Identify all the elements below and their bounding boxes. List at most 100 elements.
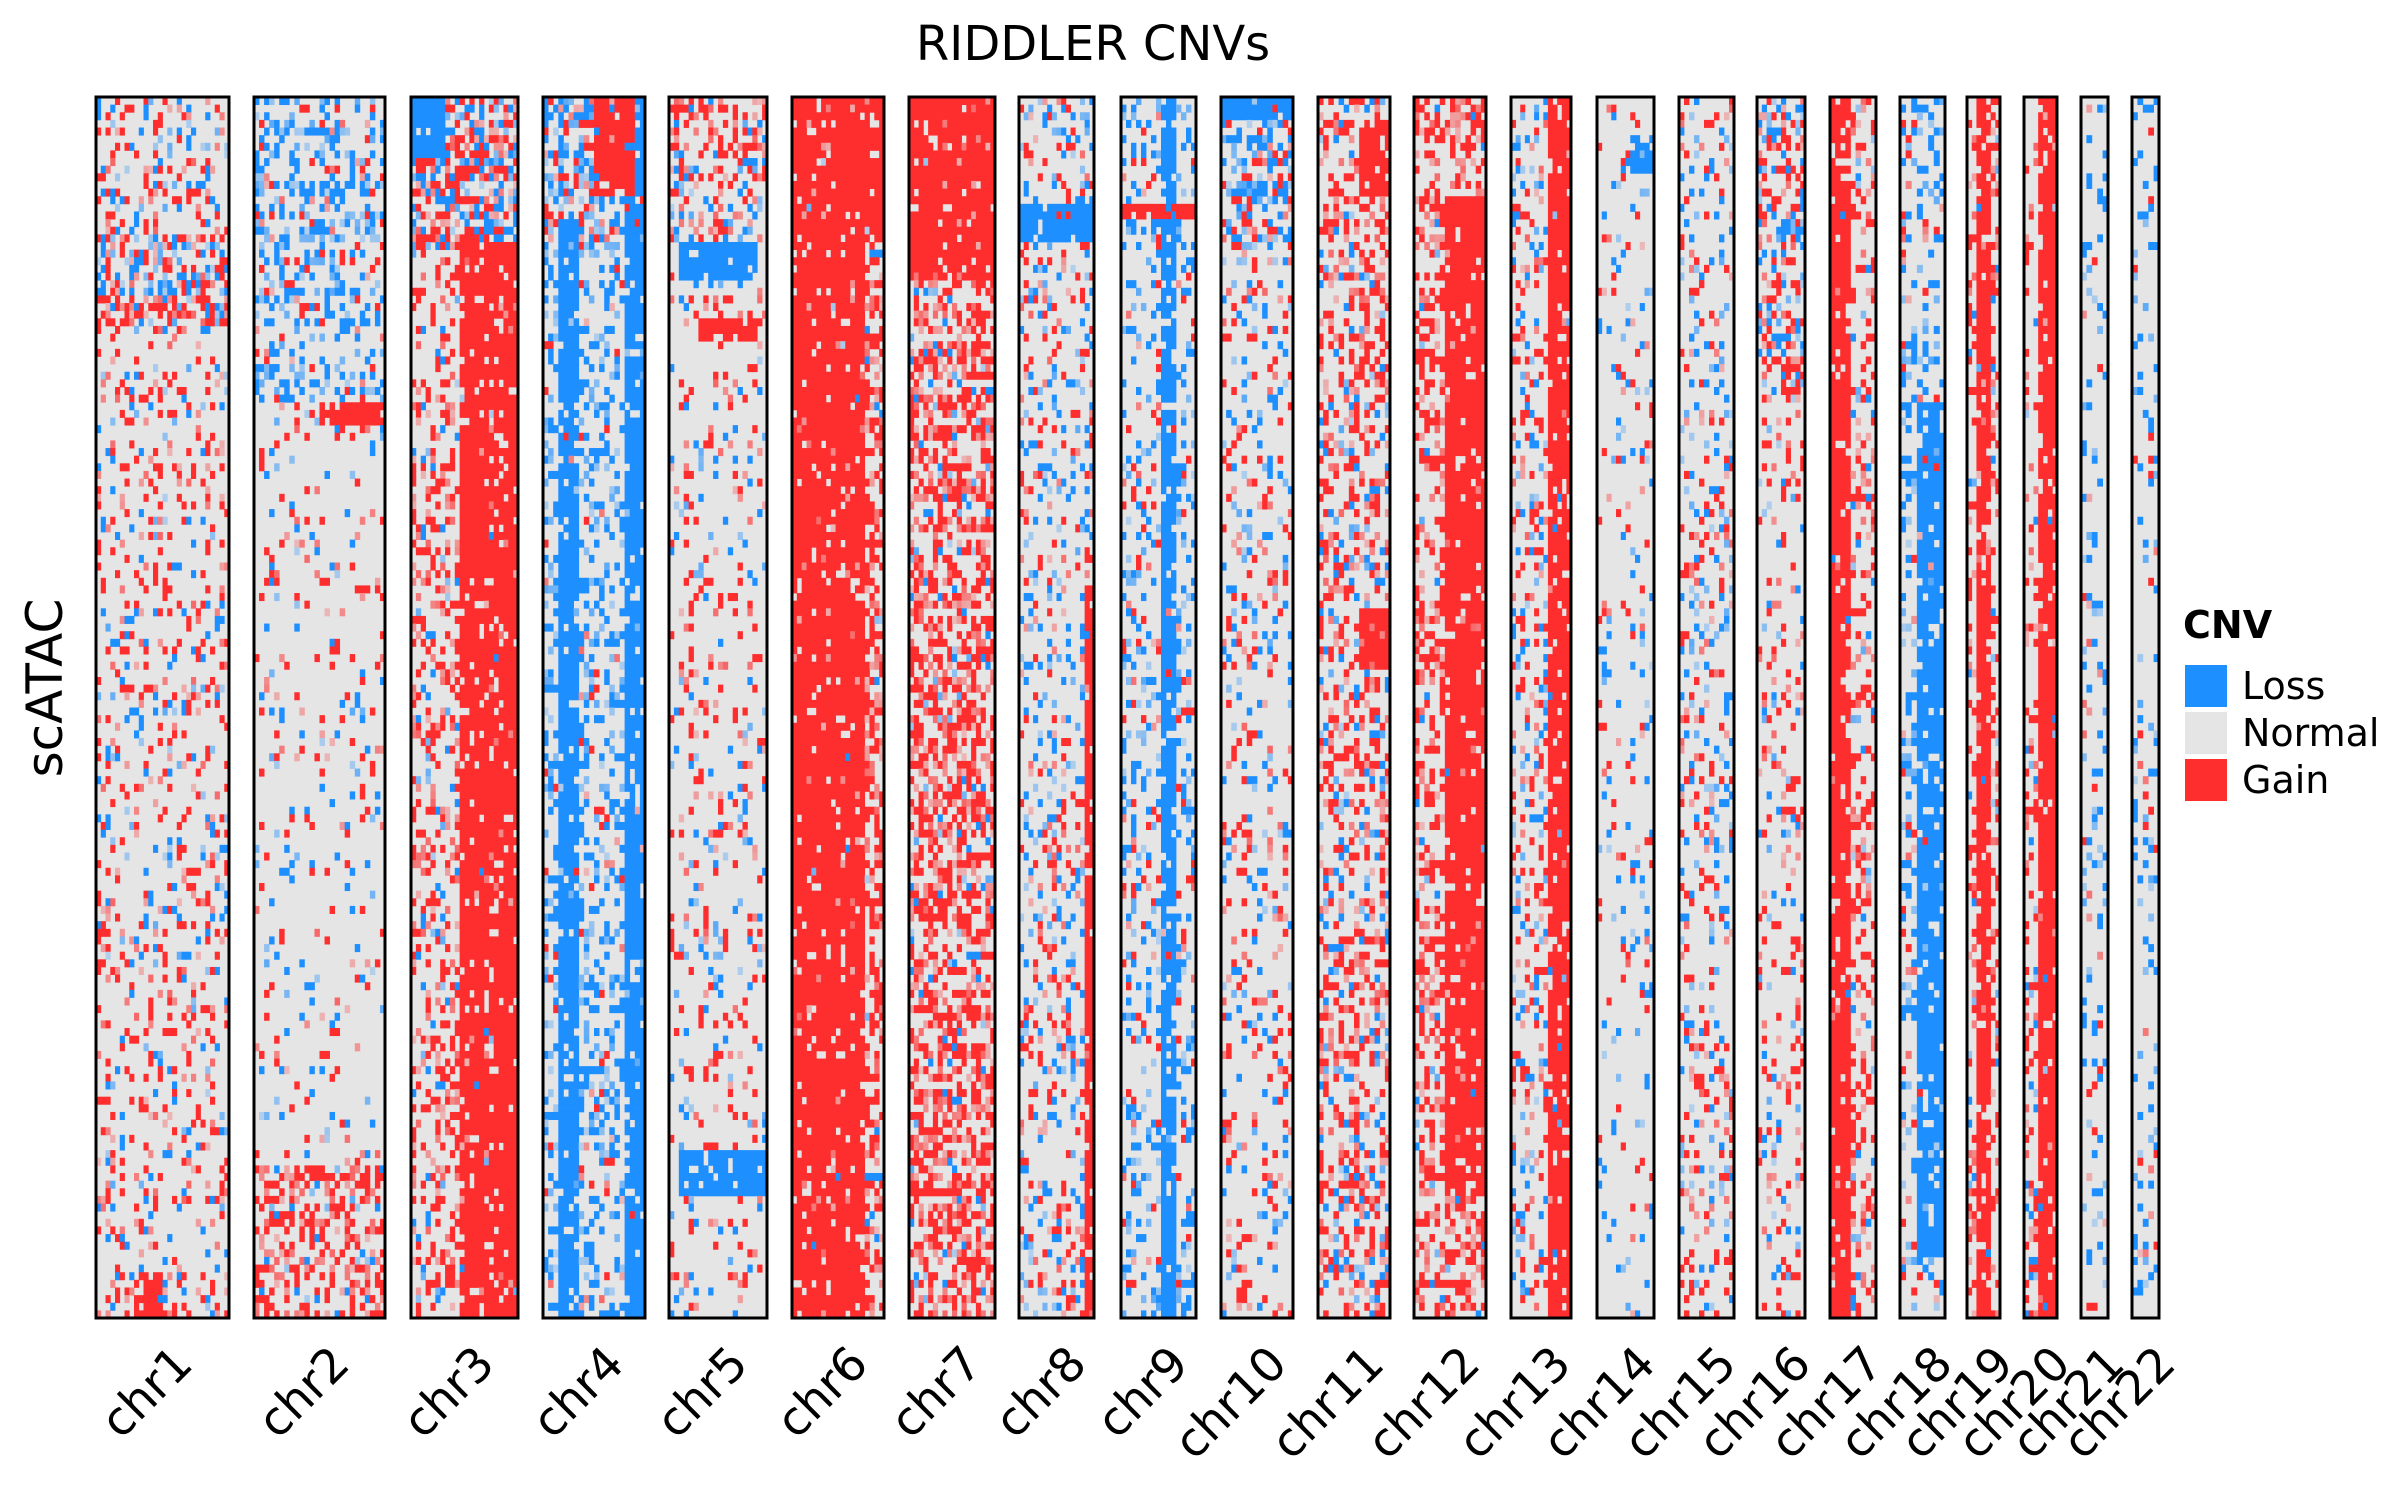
gain-cell [299,1211,305,1220]
gain-cell [469,1195,475,1204]
gain-cell [167,1272,173,1281]
gain-cell [479,531,485,541]
gain-cell [488,776,495,785]
gain-cell [493,776,499,785]
gain-cell [508,921,514,930]
loss-cell [186,104,192,113]
gain-cell [479,875,485,884]
gain-cell [459,730,465,739]
loss-cell [543,135,549,144]
gain-cell [609,303,615,312]
loss-cell [284,966,290,975]
loss-cell [344,509,351,518]
gain-cell [503,1111,509,1120]
gain-cell [440,974,446,983]
loss-cell [440,119,446,128]
loss-cell [629,371,636,380]
gain-cell [493,814,499,823]
gain-cell [415,1256,422,1265]
loss-cell [629,142,636,151]
gain-cell [503,303,509,312]
gain-cell [254,325,260,334]
gain-cell [474,615,480,624]
loss-cell [629,425,636,434]
loss-cell [314,257,320,266]
gain-cell [474,348,480,357]
loss-cell [289,112,295,121]
loss-cell [324,127,330,136]
gain-cell [129,318,135,327]
gain-cell [508,646,514,655]
gain-cell [513,203,519,212]
gain-cell [488,440,495,449]
gain-cell [459,1073,465,1082]
gain-cell [138,577,144,586]
gain-cell [284,1150,290,1159]
loss-cell [289,180,295,189]
loss-cell [558,165,564,174]
gain-cell [181,386,187,396]
gain-cell [464,936,470,945]
gain-cell [284,280,290,289]
gain-cell [435,226,441,235]
gain-cell [445,1272,451,1281]
loss-cell [359,371,366,380]
loss-cell [172,287,178,296]
loss-cell [319,158,325,167]
gain-cell [479,1050,485,1059]
gain-cell [513,684,519,693]
gain-cell [279,1218,285,1227]
gain-cell [129,1035,135,1044]
loss-cell [191,1005,197,1014]
gain-cell [474,1173,480,1182]
loss-cell [274,1211,280,1220]
gain-cell [483,1302,490,1311]
gain-cell [162,1119,168,1128]
loss-cell [369,97,376,106]
gain-cell [157,1287,163,1296]
loss-cell [639,158,646,167]
gain-cell [493,1043,499,1052]
loss-cell [304,226,310,235]
gain-cell [454,738,461,747]
gain-cell [508,875,514,884]
gain-cell [493,173,499,182]
gain-cell [411,844,417,853]
gain-cell [464,1279,470,1288]
gain-cell [186,158,192,167]
gain-cell [411,463,417,472]
gain-cell [339,1249,346,1258]
gain-cell [469,982,475,991]
gain-cell [445,402,451,411]
gain-cell [105,974,111,983]
loss-cell [415,715,422,724]
gain-cell [479,661,485,670]
gain-cell [459,1173,465,1182]
gain-cell [339,417,346,426]
gain-cell [96,753,102,762]
gain-cell [176,921,182,930]
gain-cell [508,1119,514,1128]
gain-cell [274,1058,280,1067]
loss-cell [167,1150,173,1159]
gain-cell [344,417,351,426]
loss-cell [558,280,564,289]
gain-cell [459,303,465,312]
gain-cell [138,531,144,541]
gain-cell [224,928,230,937]
gain-cell [430,310,436,319]
gain-cell [157,386,163,396]
gain-cell [445,585,451,594]
loss-cell [568,287,574,296]
gain-cell [425,959,431,968]
gain-cell [279,936,285,945]
gain-cell [488,1089,495,1098]
gain-cell [464,333,470,342]
loss-cell [624,325,631,334]
loss-cell [269,371,275,380]
gain-cell [483,272,490,281]
loss-cell [284,394,290,403]
gain-cell [264,180,270,189]
gain-cell [464,829,470,838]
gain-cell [493,608,499,617]
